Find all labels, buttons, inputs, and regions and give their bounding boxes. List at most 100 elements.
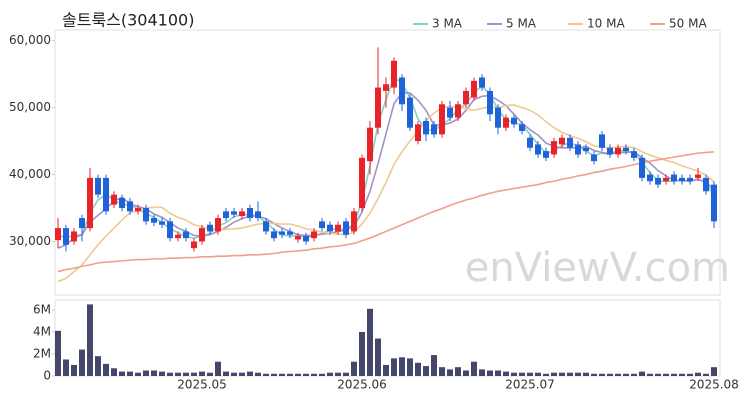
ma-line <box>57 92 715 249</box>
volume-bar <box>303 373 309 376</box>
candle-body <box>447 107 453 118</box>
candle-body <box>455 104 461 118</box>
candle-body <box>687 177 693 182</box>
volume-bar <box>239 372 245 376</box>
volume-bar <box>391 358 397 376</box>
candle-body <box>151 218 157 223</box>
y-tick-label: 30,000 <box>9 234 51 248</box>
candle-body <box>671 174 677 182</box>
volume-bar <box>479 369 485 376</box>
candle-body <box>127 201 133 212</box>
watermark: enViewV.com <box>465 245 730 291</box>
volume-bar <box>55 330 61 376</box>
candle-body <box>199 228 205 242</box>
candle-body <box>543 151 549 158</box>
legend-label: 3 MA <box>432 17 463 31</box>
candle-body <box>295 236 301 240</box>
volume-bar <box>319 373 325 376</box>
candle-body <box>375 87 381 128</box>
candle-body <box>695 174 701 178</box>
candle-body <box>279 231 285 235</box>
candle-body <box>175 234 181 239</box>
candle-body <box>231 211 237 215</box>
volume-bar <box>495 370 501 376</box>
volume-bar <box>599 373 605 376</box>
volume-bar <box>111 368 117 376</box>
candle-body <box>303 236 309 242</box>
candle-body <box>311 231 317 239</box>
volume-bar <box>79 349 85 376</box>
volume-bar <box>223 371 229 376</box>
volume-bar <box>199 371 205 376</box>
candle-body <box>327 224 333 232</box>
legend-label: 5 MA <box>506 17 537 31</box>
volume-bar <box>407 358 413 376</box>
candle-body <box>591 154 597 162</box>
candle-body <box>463 90 469 105</box>
candle-body <box>623 147 629 152</box>
y-tick-label: 4M <box>33 324 51 338</box>
volume-bar <box>695 372 701 376</box>
candle-body <box>647 174 653 182</box>
volume-bar <box>383 364 389 376</box>
candle-body <box>615 147 621 155</box>
candle-body <box>63 228 69 245</box>
volume-bar <box>471 361 477 376</box>
candle-body <box>383 84 389 91</box>
volume-bar <box>463 370 469 376</box>
volume-bar <box>423 366 429 376</box>
volume-bar <box>287 373 293 376</box>
candle-body <box>103 177 109 212</box>
volume-bar <box>311 373 317 376</box>
candle-body <box>679 177 685 182</box>
candle-body <box>551 141 557 155</box>
candle-body <box>471 80 477 98</box>
volume-bar <box>359 331 365 376</box>
volume-bar <box>279 373 285 376</box>
candle-body <box>399 77 405 105</box>
volume-bar <box>519 372 525 376</box>
candle-body <box>55 228 61 241</box>
legend-label: 10 MA <box>587 17 625 31</box>
volume-bar <box>439 367 445 376</box>
volume-bar <box>231 372 237 376</box>
volume-bar <box>327 372 333 376</box>
candle-body <box>191 241 197 249</box>
candle-body <box>407 97 413 128</box>
candle-body <box>423 121 429 135</box>
volume-bar <box>487 370 493 376</box>
volume-bar <box>151 370 157 376</box>
volume-bar <box>711 367 717 376</box>
volume-bar <box>559 372 565 376</box>
volume-bar <box>135 372 141 376</box>
y-tick-label: 6M <box>33 302 51 316</box>
volume-bar <box>703 373 709 376</box>
volume-bar <box>447 369 453 376</box>
candle-body <box>287 231 293 235</box>
volume-bar <box>615 373 621 376</box>
candle-body <box>631 151 637 158</box>
candle-body <box>535 144 541 155</box>
volume-bar <box>255 372 261 376</box>
volume-bar <box>551 372 557 376</box>
candle-body <box>367 127 373 162</box>
y-tick-label: 50,000 <box>9 100 51 114</box>
volume-bar <box>119 371 125 376</box>
legend-label: 50 MA <box>669 17 707 31</box>
candle-body <box>567 137 573 148</box>
y-tick-label: 60,000 <box>9 33 51 47</box>
candle-body <box>215 218 221 232</box>
volume-bar <box>159 371 165 376</box>
candle-body <box>415 124 421 142</box>
volume-bar <box>591 373 597 376</box>
volume-bar <box>567 372 573 376</box>
x-tick-label: 2025.07 <box>505 378 555 392</box>
candle-body <box>95 177 101 195</box>
candle-body <box>559 137 565 145</box>
volume-bar <box>71 364 77 376</box>
volume-bar <box>663 373 669 376</box>
candle-body <box>703 177 709 192</box>
volume-bar <box>575 372 581 376</box>
candle-body <box>711 184 717 222</box>
volume-bar <box>527 372 533 376</box>
